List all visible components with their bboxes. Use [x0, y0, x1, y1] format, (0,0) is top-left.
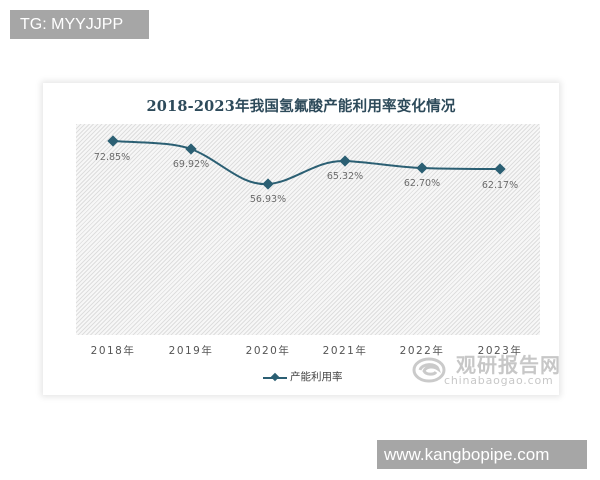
- x-tick-2023: 2023年: [477, 345, 523, 357]
- bottom-watermark-tag: www.kangbopipe.com: [377, 440, 587, 469]
- data-point-marker: [262, 178, 274, 190]
- data-label-2021: 65.32%: [326, 171, 364, 182]
- capacity-utilization-line: [112, 140, 501, 186]
- chart-title: 2018-2023年我国氢氟酸产能利用率变化情况: [146, 98, 456, 115]
- x-tick-2018: 2018年: [90, 345, 136, 357]
- watermark-cn-text: 观研报告网: [456, 353, 561, 377]
- data-label-2023: 62.17%: [481, 180, 519, 191]
- data-label-2018: 72.85%: [93, 152, 131, 163]
- x-tick-2019: 2019年: [168, 345, 214, 357]
- chart-legend: 产能利用率: [263, 369, 343, 384]
- x-tick-2021: 2021年: [322, 345, 368, 357]
- x-tick-2022: 2022年: [399, 345, 445, 357]
- data-label-2022: 62.70%: [403, 178, 441, 189]
- chart-card: 2018-2023年我国氢氟酸产能利用率变化情况: [43, 83, 559, 395]
- data-label-2019: 69.92%: [172, 159, 210, 170]
- x-tick-2020: 2020年: [245, 345, 291, 357]
- data-label-2020: 56.93%: [249, 194, 287, 205]
- data-point-marker: [416, 162, 428, 174]
- data-point-marker: [185, 143, 197, 155]
- watermark-en-text: chinabaogao.com: [444, 374, 554, 387]
- top-watermark-tag: TG: MYYJJPP: [10, 10, 149, 39]
- legend-line-marker-icon: [263, 372, 287, 382]
- watermark-logo: 观研报告网 chinabaogao.com: [408, 349, 561, 391]
- data-point-marker: [107, 135, 119, 147]
- data-point-marker: [494, 163, 506, 175]
- data-point-marker: [339, 155, 351, 167]
- chinabaogao-swirl-icon: [412, 357, 446, 383]
- legend-label: 产能利用率: [290, 371, 343, 383]
- plot-area: [76, 124, 540, 335]
